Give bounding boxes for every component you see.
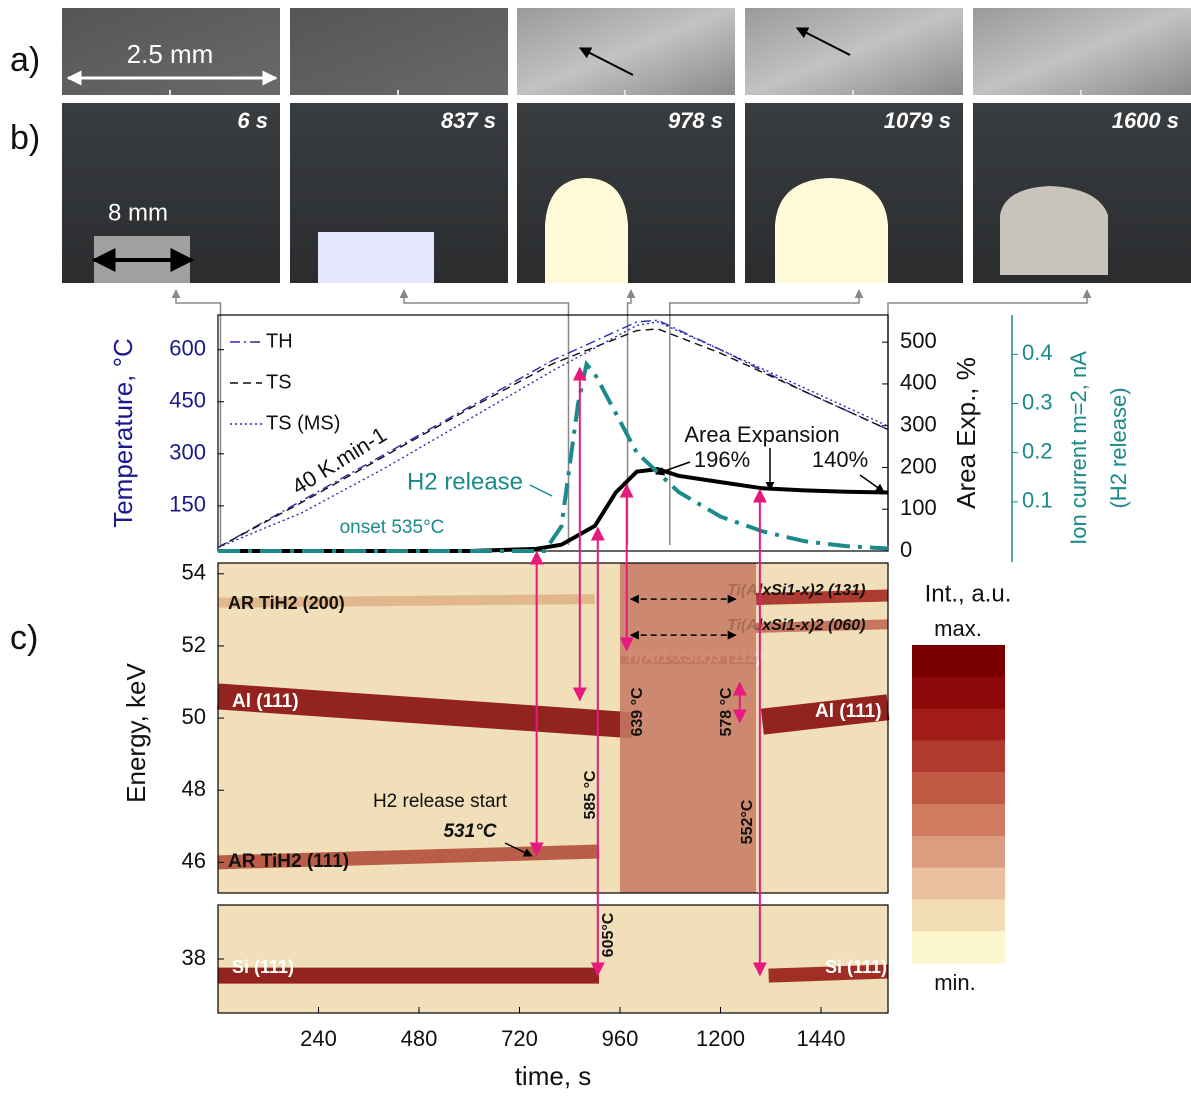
annotation: 196% [694, 447, 750, 472]
x-tick-label: 240 [300, 1026, 337, 1051]
frame-time: 6 s [237, 108, 268, 133]
y3-tick-label: 0.4 [1022, 340, 1053, 365]
frame-time: 1600 s [1112, 108, 1179, 133]
y-tick-label: 38 [182, 945, 206, 970]
heatmap-background [218, 905, 888, 1013]
y2-tick-label: 200 [900, 453, 937, 478]
panel-label: a) [10, 41, 40, 79]
x-axis-label: time, s [515, 1061, 592, 1091]
x-tick-label: 1440 [797, 1026, 846, 1051]
colorbar-swatch [912, 804, 1005, 836]
x-tick-label: 480 [401, 1026, 438, 1051]
colorbar-title: Int., a.u. [925, 580, 1012, 607]
y3-tick-label: 0.3 [1022, 389, 1053, 414]
y-tick-label: 150 [169, 492, 206, 517]
annotation: 578 °C [718, 687, 735, 737]
annotation-arrow [860, 475, 884, 492]
annotation: onset 535°C [340, 517, 445, 538]
band-label: AR TiH2 (200) [228, 593, 345, 613]
annotation: 605°C [600, 912, 617, 957]
y3-axis-label: Ion current m=2, nA [1066, 351, 1091, 545]
y-tick-label: 54 [182, 560, 206, 585]
y3-tick-label: 0.1 [1022, 488, 1053, 513]
annotation: 585 °C [582, 770, 599, 820]
colorbar-swatch [912, 740, 1005, 772]
colorbar-swatch [912, 772, 1005, 804]
y-tick-label: 48 [182, 776, 206, 801]
colorbar-max: max. [934, 616, 982, 641]
annotation: 639 °C [629, 687, 646, 737]
frame-connector [670, 290, 859, 545]
colorbar-swatch [912, 645, 1005, 677]
page: {"panel_labels": ["a)", "b)", "c)"], "ph… [0, 0, 1191, 1097]
y2-tick-label: 100 [900, 495, 937, 520]
sample [545, 178, 628, 283]
photo-a [290, 8, 508, 95]
photo-a [973, 8, 1191, 95]
scale-label: 8 mm [108, 199, 168, 226]
annotation-arrow [530, 485, 552, 496]
y-tick-label: 50 [182, 704, 206, 729]
figure: a) b) c) 2.5 mm 8 mm 6 s 837 s 978 s 1079 s 1600 … [0, 0, 1191, 1097]
x-tick-label: 960 [602, 1026, 639, 1051]
annotation: H2 release start [373, 791, 508, 812]
legend-label: TH [266, 330, 293, 352]
annotation: 140% [812, 447, 868, 472]
y-tick-label: 450 [169, 388, 206, 413]
y3-tick-label: 0.2 [1022, 438, 1053, 463]
y-tick-label: 600 [169, 336, 206, 361]
x-tick-label: 1200 [696, 1026, 745, 1051]
legend-label: TS (MS) [266, 412, 340, 434]
colorbar-swatch [912, 836, 1005, 868]
frame-time: 978 s [668, 108, 723, 133]
sample [775, 178, 888, 283]
legend-label: TS [266, 371, 292, 393]
frame-time: 837 s [441, 108, 496, 133]
band-label: Si (111) [825, 957, 887, 977]
y2-tick-label: 300 [900, 412, 937, 437]
y3-axis-label: (H2 release) [1106, 387, 1131, 508]
band-label: Al (111) [815, 701, 882, 722]
x-tick-label: 720 [501, 1026, 538, 1051]
y-axis-label: Energy, keV [121, 662, 151, 802]
photo-a [517, 8, 735, 95]
colorbar-swatch [912, 931, 1005, 963]
y-tick-label: 52 [182, 632, 206, 657]
y-tick-label: 46 [182, 848, 206, 873]
y-tick-label: 300 [169, 440, 206, 465]
panel-label: b) [10, 119, 40, 157]
panel-label: c) [10, 619, 38, 657]
annotation: H2 release [407, 468, 523, 495]
colorbar-swatch [912, 709, 1005, 741]
frame-connector [404, 290, 568, 545]
frame-time: 1079 s [884, 108, 951, 133]
band-label: AR TiH2 (111) [228, 851, 349, 872]
y2-tick-label: 500 [900, 328, 937, 353]
y2-tick-label: 0 [900, 537, 912, 562]
annotation: 531°C [443, 821, 496, 842]
photo-a [745, 8, 963, 95]
band-label: Si (111) [232, 957, 294, 977]
y2-tick-label: 400 [900, 370, 937, 395]
annotation: Area Expansion [684, 422, 839, 447]
annotation: 552°C [739, 799, 756, 844]
colorbar-min: min. [934, 970, 976, 995]
colorbar-swatch [912, 868, 1005, 900]
y-axis-label: Temperature, °C [108, 338, 138, 528]
colorbar-swatch [912, 677, 1005, 709]
sample [1000, 186, 1108, 275]
y2-axis-label: Area Exp., % [951, 357, 981, 509]
colorbar-swatch [912, 899, 1005, 931]
frame-connector [628, 290, 631, 545]
band-label: Al (111) [232, 691, 299, 712]
scale-label: 2.5 mm [127, 39, 214, 69]
sample [318, 232, 434, 283]
